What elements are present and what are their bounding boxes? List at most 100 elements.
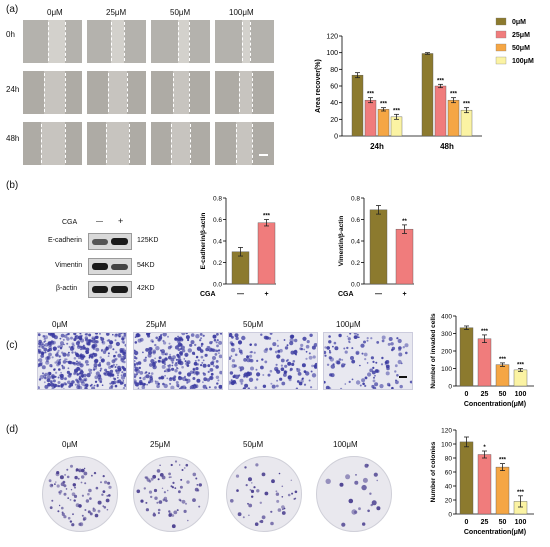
scratch-gap xyxy=(178,20,189,63)
x-tick-label: 0 xyxy=(465,391,469,398)
wound-row-label-24h: 24h xyxy=(6,85,20,94)
blot-bactin xyxy=(88,281,132,298)
bar xyxy=(447,99,460,137)
transwell-image xyxy=(228,332,318,390)
scratch-gap xyxy=(106,122,129,165)
bar xyxy=(364,99,377,137)
significance-label: *** xyxy=(393,108,401,114)
legend-label: 25μM xyxy=(512,32,530,39)
x-tick-label: 48h xyxy=(440,142,454,151)
panel-label-c: (c) xyxy=(6,340,18,351)
bar xyxy=(377,109,390,137)
y-tick-label: 0 xyxy=(448,512,452,519)
scratch-gap xyxy=(238,71,252,114)
y-tick-label: 0.0 xyxy=(351,282,360,289)
blot-band xyxy=(92,239,108,245)
x-axis-label: Concentration(μM) xyxy=(464,401,526,408)
significance-label: *** xyxy=(463,102,471,108)
scratch-line xyxy=(40,124,42,163)
wound-image xyxy=(87,122,146,165)
scratch-line xyxy=(47,22,49,61)
wound-image xyxy=(151,71,210,114)
scratch-line xyxy=(188,22,190,61)
legend-swatch xyxy=(495,17,507,26)
x-axis-label: CGA xyxy=(338,291,354,298)
wound-chart: 0 20 40 60 80 100 120 Area recover(%) *** *** *** 2… xyxy=(315,17,534,151)
significance-label: *** xyxy=(367,92,375,98)
scratch-line xyxy=(236,124,238,163)
y-tick-label: 40 xyxy=(330,100,338,107)
significance-label: ** xyxy=(402,219,407,225)
legend-swatch xyxy=(495,43,507,52)
scratch-gap xyxy=(173,71,189,114)
scratch-line xyxy=(171,124,173,163)
y-tick-label: 60 xyxy=(445,470,453,477)
scratch-line xyxy=(106,124,108,163)
x-tick-label: 100 xyxy=(515,519,527,526)
invasion-col-label-100: 100μM xyxy=(336,320,361,329)
scratch-gap xyxy=(40,122,66,165)
transwell-image xyxy=(37,332,127,390)
y-tick-label: 0.6 xyxy=(213,217,222,224)
scratch-line xyxy=(173,73,175,112)
bar xyxy=(459,327,474,387)
legend-swatch xyxy=(495,56,507,65)
significance-label: * xyxy=(483,445,486,451)
legend-label: 100μM xyxy=(512,58,534,65)
y-tick-label: 0.8 xyxy=(351,196,360,203)
y-axis-label: Number of invaded cells xyxy=(430,313,437,389)
y-tick-label: 0 xyxy=(334,134,338,141)
significance-label: *** xyxy=(517,490,525,496)
wound-col-label-50: 50μM xyxy=(170,8,191,17)
y-tick-label: 0.4 xyxy=(213,239,222,246)
wound-image xyxy=(215,71,274,114)
significance-label: *** xyxy=(450,92,458,98)
invasion-col-label-50: 50μM xyxy=(243,320,264,329)
y-tick-label: 0.6 xyxy=(351,217,360,224)
bar xyxy=(351,74,364,137)
x-tick-label: 50 xyxy=(499,519,507,526)
significance-label: *** xyxy=(499,357,507,363)
scratch-gap xyxy=(171,122,190,165)
significance-label: *** xyxy=(263,214,271,220)
transwell-image xyxy=(133,332,223,390)
blot-band xyxy=(111,286,128,293)
wound-image xyxy=(87,20,146,63)
x-tick-label: 0 xyxy=(465,519,469,526)
scratch-line xyxy=(249,22,251,61)
y-axis-label: Number of colonies xyxy=(430,441,437,502)
scratch-gap xyxy=(107,71,127,114)
x-tick-label: 25 xyxy=(481,391,489,398)
significance-label: *** xyxy=(499,458,507,464)
colony-col-label-0: 0μM xyxy=(62,440,78,449)
y-tick-label: 120 xyxy=(326,34,338,41)
x-axis-label: CGA xyxy=(200,291,216,298)
scale-bar xyxy=(259,154,268,156)
scratch-gap xyxy=(43,71,65,114)
bar xyxy=(495,466,510,515)
scratch-line xyxy=(123,22,125,61)
scratch-line xyxy=(43,73,45,112)
y-tick-label: 120 xyxy=(441,428,452,435)
bar xyxy=(395,228,414,285)
bar xyxy=(257,222,276,285)
scratch-line xyxy=(251,73,253,112)
y-tick-label: 40 xyxy=(445,484,453,491)
x-tick-label: 24h xyxy=(370,142,384,151)
y-tick-label: 100 xyxy=(441,366,452,373)
wound-image xyxy=(215,20,274,63)
bar xyxy=(460,109,473,137)
scratch-line xyxy=(128,124,130,163)
wound-col-label-100: 100μM xyxy=(229,8,254,17)
blot-sign-minus: — xyxy=(96,218,103,225)
bar xyxy=(421,53,434,137)
y-axis-label: Area recover(%) xyxy=(315,59,322,113)
panel-label-b: (b) xyxy=(6,180,19,191)
transwell-image xyxy=(323,332,413,390)
significance-label: *** xyxy=(517,363,525,369)
wound-image xyxy=(87,71,146,114)
significance-label: *** xyxy=(437,78,445,84)
y-axis-label: Vimentin/β-actin xyxy=(338,216,345,266)
y-tick-label: 0.8 xyxy=(213,196,222,203)
x-tick-label: 100 xyxy=(515,391,527,398)
